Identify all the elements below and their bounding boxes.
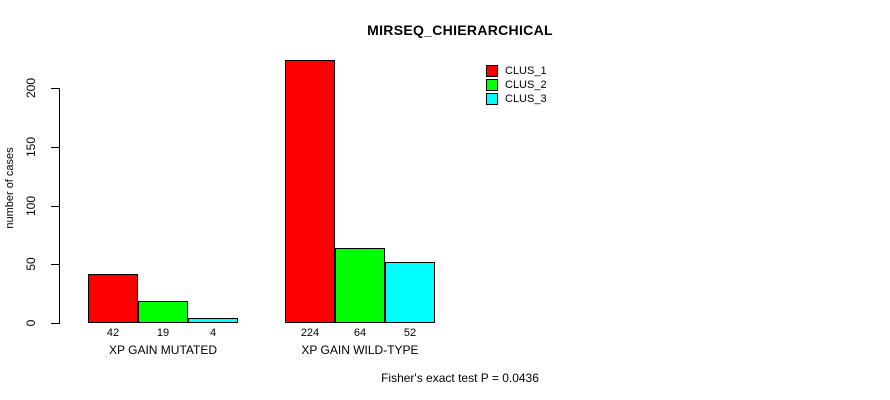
y-tick-mark: [51, 323, 59, 324]
y-tick-mark: [51, 205, 59, 207]
legend-swatch-icon: [486, 93, 498, 105]
bar-value-label: 4: [209, 327, 217, 339]
bar-clus_2-group1: [138, 301, 188, 323]
legend: CLUS_1 CLUS_2 CLUS_3: [486, 64, 547, 106]
legend-item-clus_2: CLUS_2: [486, 78, 547, 92]
y-tick-label: 100: [24, 195, 38, 216]
bar-clus_1-group1: [88, 274, 138, 323]
legend-label: CLUS_1: [505, 65, 547, 77]
y-axis-line: [59, 88, 60, 324]
y-tick-label: 50: [24, 257, 38, 271]
legend-swatch-icon: [486, 79, 498, 91]
y-tick-label: 200: [24, 77, 38, 99]
bar-clus_3-group2: [385, 262, 435, 323]
legend-label: CLUS_3: [505, 93, 547, 105]
legend-item-clus_1: CLUS_1: [486, 64, 547, 78]
bar-value-label: 19: [156, 327, 170, 339]
legend-label: CLUS_2: [505, 79, 547, 91]
y-tick-mark: [51, 264, 59, 266]
y-tick-mark: [51, 88, 59, 89]
annotation-text: Fisher's exact test P = 0.0436: [381, 371, 539, 385]
legend-swatch-icon: [486, 65, 498, 77]
y-tick-label: 150: [24, 136, 38, 157]
legend-item-clus_3: CLUS_3: [486, 92, 547, 106]
bar-clus_1-group2: [285, 60, 335, 323]
y-axis-title: number of cases: [4, 147, 16, 229]
bar-clus_3-group1: [188, 318, 238, 323]
bar-value-label: 224: [300, 327, 320, 339]
chart-title: MIRSEQ_CHIERARCHICAL: [367, 22, 553, 38]
bar-value-label: 64: [353, 327, 367, 339]
bar-value-label: 52: [403, 327, 417, 339]
bar-value-label: 42: [106, 327, 120, 339]
y-tick-label: 0: [24, 319, 38, 327]
y-tick-mark: [51, 146, 59, 148]
group-label: XP GAIN MUTATED: [108, 343, 218, 357]
bar-clus_2-group2: [335, 248, 385, 323]
group-label: XP GAIN WILD-TYPE: [301, 343, 419, 357]
